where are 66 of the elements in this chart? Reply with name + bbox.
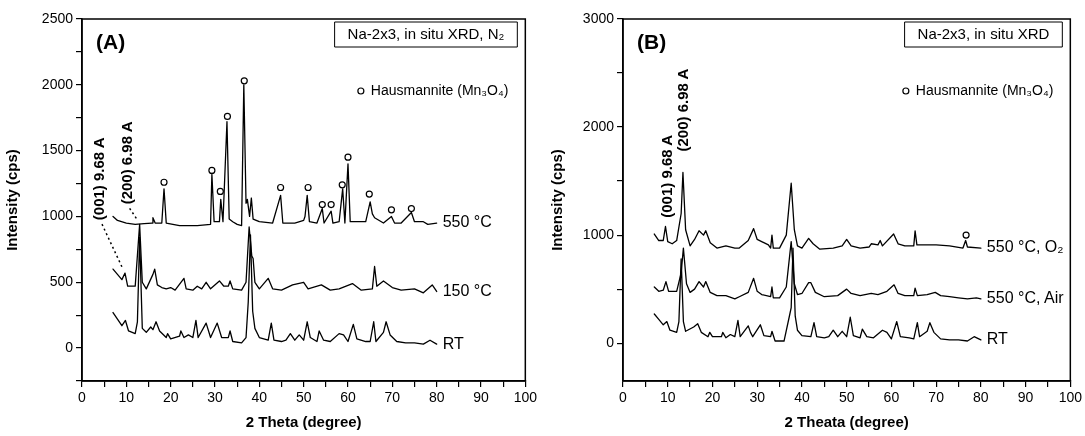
x-tick-label: 90	[473, 389, 489, 406]
x-tick-label: 20	[162, 389, 179, 406]
x-tick-label: 50	[295, 389, 312, 406]
legend-label: Hausmannite (Mn₃O₄)	[915, 81, 1054, 98]
text: Na-2x3, in situ XRD	[917, 25, 1050, 43]
x-tick-label: 60	[883, 389, 900, 406]
x-axis-title: 2 Theata (degree)	[784, 413, 909, 431]
annotation: (200) 6.98 A	[674, 68, 692, 152]
y-tick-label: 0	[606, 334, 615, 351]
annotation: (001) 9.68 A	[657, 134, 675, 218]
y-tick-label: 500	[49, 273, 74, 290]
y-tick-label: 2500	[41, 9, 74, 26]
y-tick-label: 2000	[582, 117, 615, 134]
y-tick-label: 2000	[41, 75, 74, 92]
y-tick-label: 3000	[582, 9, 615, 26]
annotation: (200) 6.98 A	[117, 121, 135, 205]
x-tick-label: 10	[659, 389, 676, 406]
series-label: 550 °C	[442, 213, 492, 231]
x-tick-label: 30	[207, 389, 223, 406]
x-tick-label: 0	[78, 389, 87, 406]
point	[338, 181, 346, 189]
legend-label: Hausmannite (Mn₃O₄)	[370, 81, 509, 98]
point	[304, 183, 312, 192]
series-label: RT	[986, 330, 1009, 348]
y-tick-label: 1000	[582, 225, 615, 242]
series-label: 550 °C, Air	[986, 289, 1065, 307]
x-tick-label: 80	[973, 389, 989, 406]
annotation: (A)	[96, 30, 126, 54]
series-label: 150 °C	[442, 281, 492, 299]
point	[387, 206, 396, 214]
x-tick-label: 100	[513, 389, 538, 406]
x-tick-label: 50	[838, 389, 855, 406]
x-tick-label: 80	[428, 389, 445, 406]
annotation: (B)	[637, 30, 667, 54]
x-tick-label: 100	[1058, 389, 1083, 406]
point	[407, 204, 415, 213]
x-axis-title: 2 Theta (degree)	[245, 413, 362, 431]
x-tick-label: 20	[704, 389, 721, 406]
y-axis-title: Intensity (cps)	[548, 149, 566, 251]
y-axis-title: Intensity (cps)	[3, 149, 21, 251]
y-tick-label: 1500	[41, 141, 74, 158]
point	[160, 178, 168, 186]
x-tick-label: 60	[340, 389, 356, 406]
point	[327, 201, 335, 209]
x-tick-label: 0	[619, 389, 628, 406]
chart-title: Na-2x3, in situ XRD, N₂	[347, 25, 505, 43]
point	[216, 187, 224, 196]
series-label: RT	[442, 334, 464, 352]
point	[344, 153, 352, 161]
point	[365, 190, 373, 198]
x-tick-label: 40	[794, 389, 810, 406]
point	[277, 183, 285, 192]
point	[208, 166, 216, 174]
y-tick-label: 0	[65, 338, 74, 355]
point	[223, 112, 232, 121]
x-tick-label: 10	[118, 389, 135, 406]
x-tick-label: 40	[251, 389, 268, 406]
point	[318, 201, 326, 209]
series-label: 550 °C, O₂	[986, 238, 1064, 256]
annotation: (001) 9.68 A	[90, 137, 108, 221]
x-tick-label: 90	[1017, 389, 1034, 406]
y-tick-label: 1000	[41, 207, 74, 224]
x-tick-label: 70	[928, 389, 945, 406]
point	[240, 77, 248, 85]
x-tick-label: 30	[749, 389, 766, 406]
x-tick-label: 70	[384, 389, 401, 406]
